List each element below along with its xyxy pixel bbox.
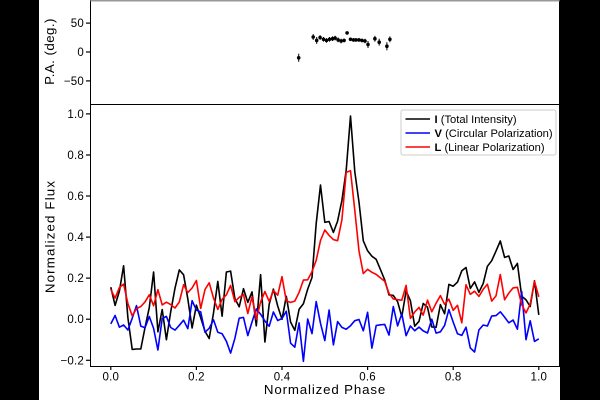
svg-text:0: 0 — [77, 47, 84, 59]
svg-text:0.0: 0.0 — [103, 372, 120, 384]
svg-text:L (Linear Polarization): L (Linear Polarization) — [435, 142, 545, 154]
svg-text:−50: −50 — [64, 76, 84, 88]
svg-text:0.2: 0.2 — [67, 273, 84, 285]
svg-text:0.8: 0.8 — [67, 150, 84, 162]
svg-text:P.A. (deg.): P.A. (deg.) — [42, 18, 57, 85]
svg-text:0.4: 0.4 — [274, 372, 291, 384]
svg-text:0.8: 0.8 — [445, 372, 462, 384]
svg-text:V (Circular Polarization): V (Circular Polarization) — [435, 128, 553, 140]
svg-text:0.6: 0.6 — [359, 372, 376, 384]
svg-text:50: 50 — [71, 18, 84, 30]
svg-text:0.6: 0.6 — [67, 191, 84, 203]
svg-text:0.2: 0.2 — [188, 372, 205, 384]
svg-text:−0.2: −0.2 — [60, 355, 84, 367]
svg-text:0.4: 0.4 — [67, 232, 84, 244]
svg-text:1.0: 1.0 — [531, 372, 548, 384]
svg-text:0.0: 0.0 — [67, 314, 84, 326]
svg-text:I (Total Intensity): I (Total Intensity) — [435, 114, 517, 126]
svg-text:Normalized Phase: Normalized Phase — [264, 382, 386, 397]
svg-text:Normalized Flux: Normalized Flux — [43, 180, 58, 293]
svg-text:1.0: 1.0 — [67, 109, 84, 121]
